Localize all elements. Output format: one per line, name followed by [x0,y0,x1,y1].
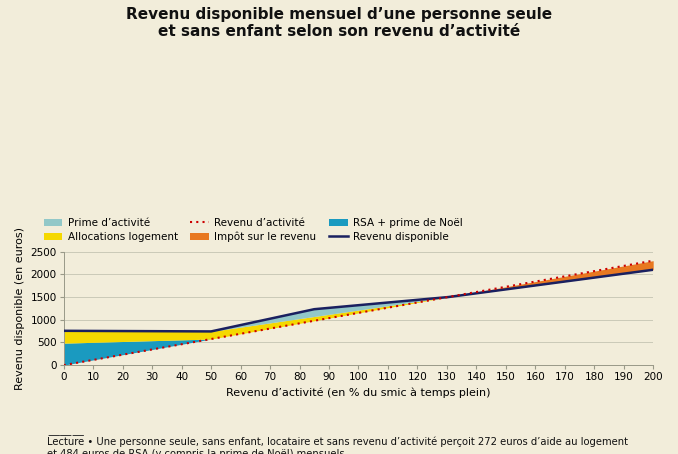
X-axis label: Revenu d’activité (en % du smic à temps plein): Revenu d’activité (en % du smic à temps … [226,388,491,398]
Y-axis label: Revenu disponible (en euros): Revenu disponible (en euros) [15,227,25,390]
Text: Revenu disponible mensuel d’une personne seule
et sans enfant selon son revenu d: Revenu disponible mensuel d’une personne… [126,7,552,39]
Text: ———: ——— [47,429,85,442]
Legend: Prime d’activité, Allocations logement, Revenu d’activité, Impôt sur le revenu, : Prime d’activité, Allocations logement, … [39,214,466,247]
Text: Lecture • Une personne seule, sans enfant, locataire et sans revenu d’activité p: Lecture • Une personne seule, sans enfan… [47,437,629,454]
